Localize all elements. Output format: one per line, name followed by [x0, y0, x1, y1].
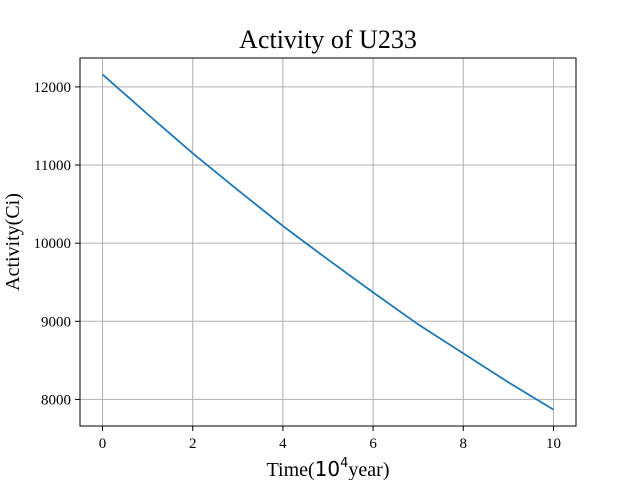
y-tick-label: 9000: [41, 314, 71, 330]
x-axis-unit-base: 10: [315, 457, 340, 480]
plot-frame: [79, 57, 577, 427]
x-axis-label-suffix: year): [348, 459, 389, 480]
axis-ticks: 0 2 4 6 8 10 8000 9000 10000 11000 12000: [34, 80, 561, 452]
x-axis-label: Time(104year): [267, 456, 390, 480]
x-tick-label: 8: [460, 436, 468, 452]
activity-series-line: [101, 73, 554, 411]
y-tick-label: 11000: [34, 158, 71, 174]
y-tick-label: 12000: [34, 80, 72, 96]
x-tick-label: 2: [189, 436, 197, 452]
x-tick-label: 10: [546, 436, 561, 452]
y-axis-label: Activity(Ci): [2, 193, 24, 291]
y-tick-label: 8000: [41, 392, 71, 408]
x-axis-unit-exponent: 4: [340, 456, 348, 471]
chart-title: Activity of U233: [239, 25, 417, 54]
x-tick-label: 0: [99, 436, 107, 452]
grid: [80, 58, 576, 426]
y-tick-label: 10000: [34, 236, 72, 252]
x-axis-label-prefix: Time(: [267, 459, 316, 480]
x-tick-label: 6: [369, 436, 377, 452]
x-tick-label: 4: [279, 436, 287, 452]
series-layer: [101, 73, 554, 411]
